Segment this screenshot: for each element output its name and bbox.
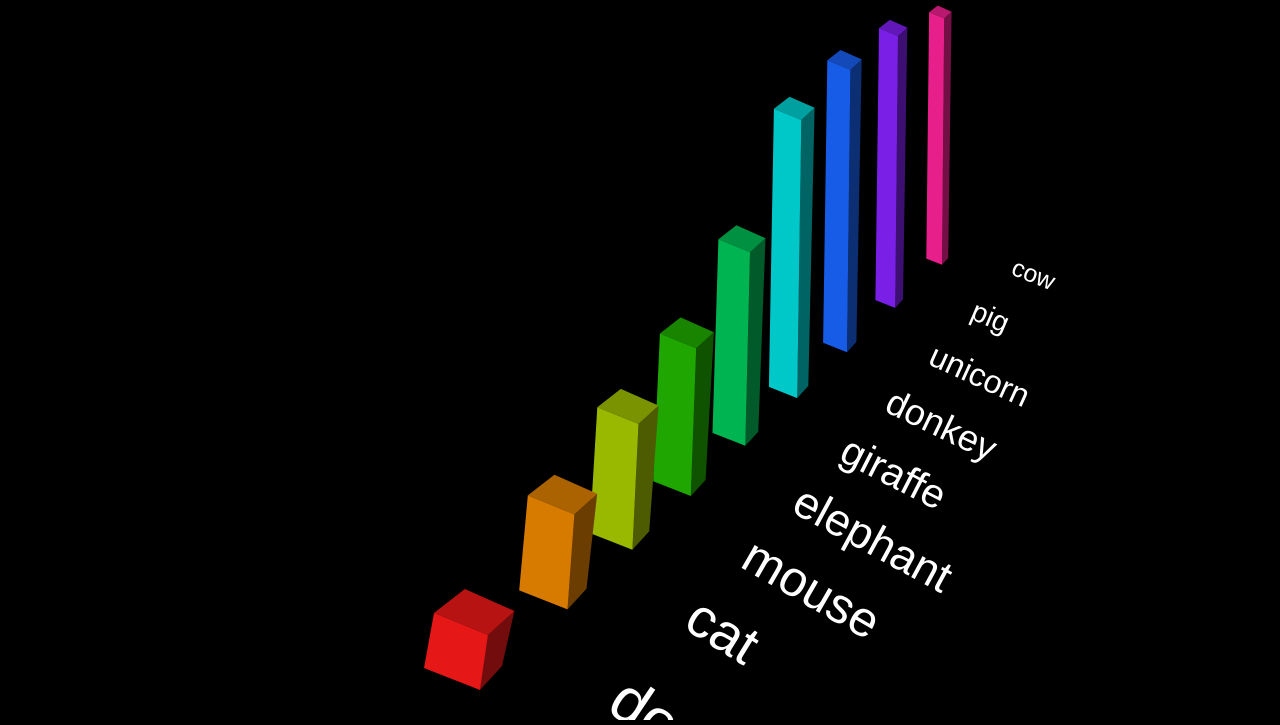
bar-side-face: [797, 107, 815, 399]
bar-top-face: [827, 50, 862, 70]
category-label-pig: pig: [966, 295, 1014, 339]
bar-donkey: [768, 96, 815, 399]
bar-unicorn: [823, 50, 862, 353]
bar-front-face: [519, 495, 575, 610]
bar-side-face: [745, 238, 766, 446]
bar-top-face: [718, 225, 766, 253]
bar-side-face: [942, 11, 952, 265]
bar-side-face: [480, 611, 515, 690]
bar-side-face: [567, 493, 598, 610]
bar-top-face: [597, 388, 659, 424]
bar-front-face: [823, 60, 851, 353]
bar-side-face: [847, 59, 862, 353]
bar-elephant: [653, 317, 714, 496]
bar-mouse: [589, 388, 659, 550]
bar-front-face: [424, 613, 488, 690]
category-label-dog: dog: [597, 664, 721, 720]
bar-top-face: [434, 589, 515, 635]
bar-front-face: [653, 333, 697, 496]
category-label-cow: cow: [1008, 255, 1059, 297]
bar-cat: [519, 474, 598, 610]
bars-layer: [424, 5, 952, 690]
bar-top-face: [879, 19, 908, 37]
category-label-cat: cat: [675, 585, 770, 676]
bar-front-face: [768, 108, 802, 399]
bar-cow: [926, 5, 952, 265]
bar-top-face: [773, 96, 815, 120]
bar-side-face: [690, 332, 714, 496]
bar-giraffe: [712, 225, 766, 446]
bar-side-face: [895, 27, 908, 308]
bar-front-face: [926, 12, 945, 265]
bar-top-face: [929, 5, 952, 19]
bar-top-face: [527, 474, 598, 515]
bar-pig: [875, 19, 908, 308]
bar-side-face: [632, 405, 659, 550]
bar-dog: [424, 589, 515, 690]
bar-front-face: [589, 407, 639, 550]
bar-front-face: [875, 28, 898, 308]
bar-top-face: [659, 317, 714, 349]
bar-front-face: [712, 239, 750, 446]
